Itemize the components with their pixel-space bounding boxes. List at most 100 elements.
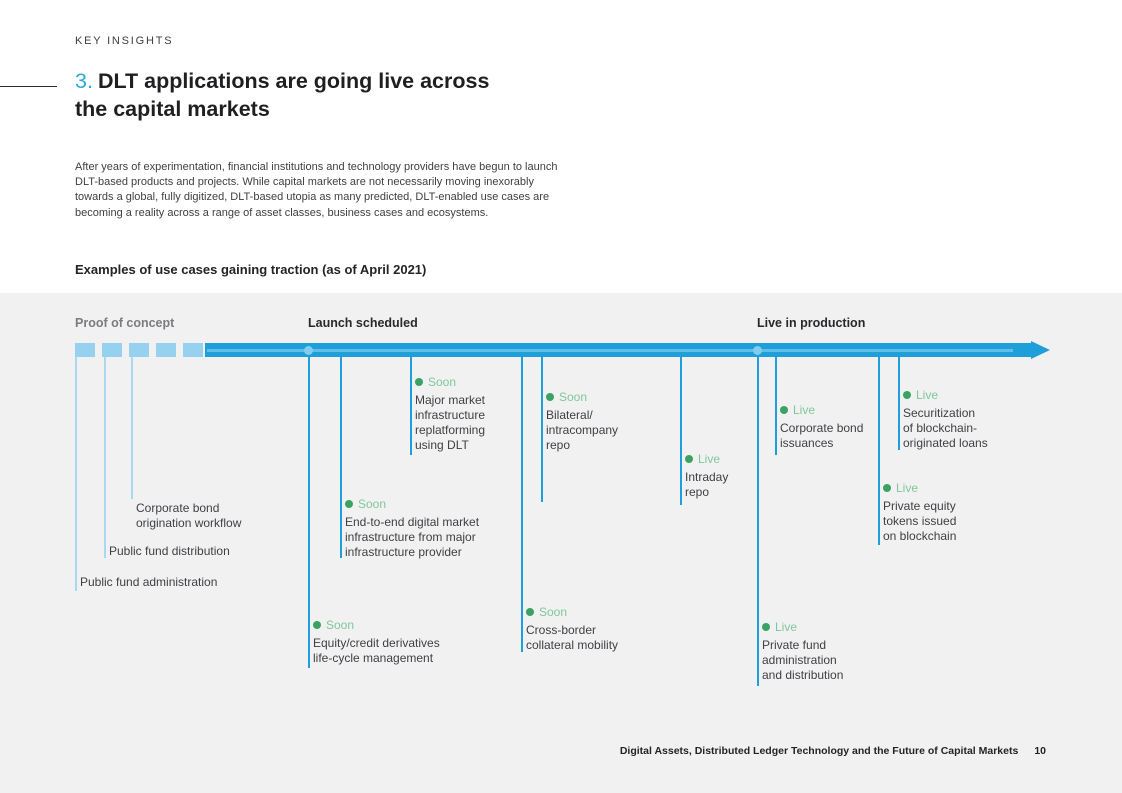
item-label-line: life-cycle management (313, 651, 434, 665)
timeline-item-line (340, 357, 342, 558)
kicker: KEY INSIGHTS (75, 35, 174, 47)
title-rule (0, 86, 57, 87)
timeline-bar-stripe (207, 349, 1013, 352)
timeline-item-line (898, 357, 900, 450)
status-row: Soon (313, 618, 440, 632)
status-dot-icon (883, 484, 891, 492)
item-label-line: replatforming (415, 423, 486, 437)
item-label-line: Major market (415, 393, 486, 407)
status-dot-icon (685, 455, 693, 463)
status-dot-icon (345, 500, 353, 508)
page-title: 3. DLT applications are going live across… (75, 68, 635, 123)
timeline-item: Live Securitization of blockchain-originat… (903, 388, 988, 451)
item-label-line: infrastructure from major (345, 530, 476, 544)
item-label-line: repo (685, 485, 710, 499)
item-label-line: Private equity (883, 499, 956, 513)
timeline-item: Public fund administration (80, 575, 217, 590)
timeline-item-line (878, 357, 880, 545)
item-label-line: and distribution (762, 668, 844, 682)
page-footer: Digital Assets, Distributed Ledger Techn… (620, 745, 1046, 757)
figure-background (0, 293, 1122, 793)
item-label-line: Securitization (903, 406, 976, 420)
status-dot-icon (546, 393, 554, 401)
timeline-item-line (131, 357, 133, 499)
timeline-item-line (757, 357, 759, 686)
item-label-line: collateral mobility (526, 638, 619, 652)
item-label-line: Private fund (762, 638, 827, 652)
timeline-item: Public fund distribution (109, 544, 230, 559)
timeline-item-line (410, 357, 412, 455)
item-label-line: tokens issued (883, 514, 957, 528)
status-dot-icon (313, 621, 321, 629)
status-label: Live (896, 481, 919, 495)
footer-page-number: 10 (1034, 745, 1046, 757)
item-label-line: Cross-border (526, 623, 597, 637)
status-row: Soon (526, 605, 618, 619)
timeline-item: Soon Equity/credit derivatives life-cycle … (313, 618, 440, 666)
timeline-arrowhead-icon (1031, 341, 1050, 359)
item-label-line: infrastructure (415, 408, 486, 422)
status-row: Live (685, 452, 728, 466)
timeline-node-icon (303, 345, 313, 355)
status-label: Live (793, 403, 816, 417)
timeline-item: Live Corporate bond issuances (780, 403, 863, 451)
status-row: Live (762, 620, 843, 634)
status-row: Soon (546, 390, 618, 404)
status-dot-icon (415, 378, 423, 386)
item-label-line: on blockchain (883, 529, 957, 543)
page-title-text: DLT applications are going live across t… (75, 69, 490, 121)
timeline-node-icon (752, 345, 762, 355)
item-label-line: issuances (780, 436, 834, 450)
timeline-item: Live Intraday repo (685, 452, 728, 500)
status-row: Soon (345, 497, 479, 511)
item-label-line: Public fund administration (80, 575, 218, 589)
status-dot-icon (780, 406, 788, 414)
status-dot-icon (762, 623, 770, 631)
status-row: Live (780, 403, 863, 417)
item-label-line: origination workflow (136, 516, 242, 530)
item-label-line: End-to-end digital market (345, 515, 480, 529)
item-label-line: Corporate bond (780, 421, 864, 435)
footer-report-title: Digital Assets, Distributed Ledger Techn… (619, 745, 1019, 757)
timeline-item: Soon Major market infrastructure replatform… (415, 375, 485, 453)
status-label: Live (698, 452, 721, 466)
timeline-item: Live Private fund administration and distri… (762, 620, 843, 683)
item-label-line: using DLT (415, 438, 469, 452)
item-label-line: originated loans (903, 436, 988, 450)
item-label-line: Bilateral/ (546, 408, 593, 422)
timeline-dash (156, 343, 176, 357)
status-label: Soon (539, 605, 568, 619)
status-dot-icon (526, 608, 534, 616)
status-label: Live (775, 620, 798, 634)
timeline-item-line (75, 357, 77, 591)
timeline-item: Soon Cross-border collateral mobility (526, 605, 618, 653)
timeline-item-line (104, 357, 106, 558)
timeline-dash (75, 343, 95, 357)
timeline-item-line (680, 357, 682, 505)
timeline-item: Corporate bond origination workflow (136, 501, 241, 531)
timeline-item-line (775, 357, 777, 455)
timeline-zone-label: Live in production (757, 316, 866, 330)
status-row: Live (903, 388, 988, 402)
timeline-dash (102, 343, 122, 357)
status-row: Live (883, 481, 956, 495)
item-label-line: Public fund distribution (109, 544, 230, 558)
status-dot-icon (903, 391, 911, 399)
status-label: Soon (358, 497, 387, 511)
status-label: Soon (326, 618, 355, 632)
timeline-zone-label: Proof of concept (75, 316, 175, 330)
item-label-line: Equity/credit derivatives (313, 636, 440, 650)
item-label-line: Intraday (685, 470, 729, 484)
timeline-item: Soon Bilateral/intracompany repo (546, 390, 618, 453)
figure-title: Examples of use cases gaining traction (… (75, 262, 427, 277)
status-label: Soon (428, 375, 457, 389)
status-row: Soon (415, 375, 485, 389)
item-label-line: of blockchain- (903, 421, 978, 435)
timeline-zone-label: Launch scheduled (308, 316, 418, 330)
timeline-item: Soon End-to-end digital market infrastruct… (345, 497, 479, 560)
status-label: Live (916, 388, 939, 402)
timeline-dash (129, 343, 149, 357)
intro-paragraph: After years of experimentation, financia… (75, 161, 558, 219)
status-label: Soon (559, 390, 588, 404)
